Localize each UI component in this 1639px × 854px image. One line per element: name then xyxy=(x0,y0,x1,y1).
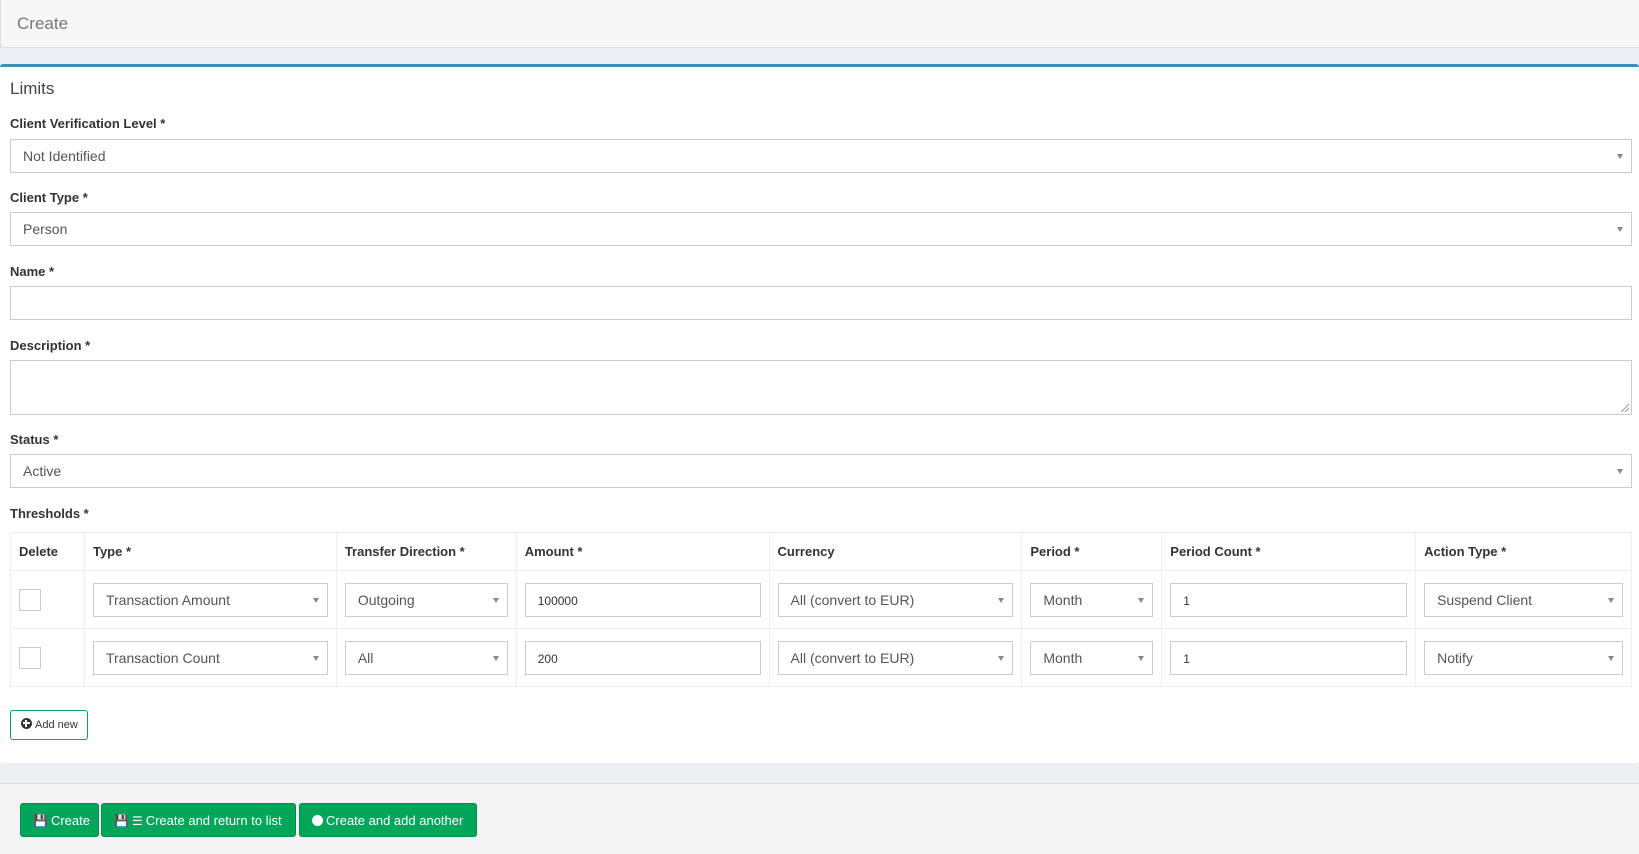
col-period: Period * xyxy=(1021,532,1163,571)
description-textarea[interactable] xyxy=(10,360,1632,415)
save-icon: 💾 xyxy=(33,814,48,828)
list-icon: ☰ xyxy=(131,814,143,828)
button-label: Create and add another xyxy=(326,813,464,828)
caret-down-icon xyxy=(1617,469,1623,474)
create-button[interactable]: 💾 Create xyxy=(20,803,99,837)
caret-down-icon xyxy=(1617,227,1623,232)
resize-handle-icon[interactable] xyxy=(1621,404,1629,412)
select-value: Outgoing xyxy=(357,591,415,608)
period-count-input[interactable]: 1 xyxy=(1170,640,1408,675)
period-select[interactable]: Month xyxy=(1030,640,1154,675)
thresholds-table: Delete Type * Transfer Direction * Amoun… xyxy=(10,532,1632,687)
select-value: Month xyxy=(1043,591,1083,608)
description-label: Description * xyxy=(10,338,91,353)
verification-level-label: Client Verification Level * xyxy=(10,116,166,131)
client-type-select[interactable]: Person xyxy=(10,212,1632,246)
name-label: Name * xyxy=(10,264,55,279)
select-value: Suspend Client xyxy=(1437,591,1533,608)
col-type: Type * xyxy=(83,532,337,571)
col-currency: Currency xyxy=(768,532,1023,571)
select-value: Person xyxy=(23,221,68,237)
currency-select[interactable]: All (convert to EUR) xyxy=(777,640,1014,675)
delete-checkbox[interactable] xyxy=(19,588,41,611)
select-value: All (convert to EUR) xyxy=(790,649,915,666)
verification-level-select[interactable]: Not Identified xyxy=(10,139,1632,173)
action-type-select[interactable]: Suspend Client xyxy=(1424,582,1623,617)
period-count-input[interactable]: 1 xyxy=(1170,582,1408,617)
status-select[interactable]: Active xyxy=(10,454,1632,488)
plus-circle-icon xyxy=(312,815,323,826)
form-actions: 💾 Create 💾 ☰ Create and return to list Crea… xyxy=(0,783,1639,854)
caret-down-icon xyxy=(998,655,1005,661)
select-value: Transaction Amount xyxy=(105,591,230,608)
table-row: Transaction Amount Outgoing 100000 All (… xyxy=(10,570,1632,629)
name-input[interactable] xyxy=(10,286,1632,320)
col-action-type: Action Type * xyxy=(1415,532,1632,571)
create-return-button[interactable]: 💾 ☰ Create and return to list xyxy=(101,803,296,837)
status-label: Status * xyxy=(10,432,59,447)
button-label: Add new xyxy=(35,719,78,731)
select-value: Active xyxy=(23,463,62,479)
select-value: Month xyxy=(1043,649,1083,666)
caret-down-icon xyxy=(1608,597,1614,603)
col-period-count: Period Count * xyxy=(1161,532,1417,571)
button-label: Create xyxy=(50,813,90,828)
thresholds-label: Thresholds * xyxy=(10,506,89,521)
page-title: Create xyxy=(17,14,69,33)
caret-down-icon xyxy=(492,655,499,661)
col-amount: Amount * xyxy=(515,532,770,571)
create-add-another-button[interactable]: Create and add another xyxy=(299,803,477,837)
delete-checkbox[interactable] xyxy=(19,646,41,669)
table-row: Transaction Count All 200 All (convert t… xyxy=(10,628,1632,687)
save-icon: 💾 xyxy=(114,814,129,828)
plus-circle-icon xyxy=(21,718,32,729)
type-select[interactable]: Transaction Amount xyxy=(92,582,328,617)
direction-select[interactable]: Outgoing xyxy=(344,582,508,617)
currency-select[interactable]: All (convert to EUR) xyxy=(777,582,1014,617)
caret-down-icon xyxy=(1138,655,1145,661)
type-select[interactable]: Transaction Count xyxy=(92,640,328,675)
select-value: All (convert to EUR) xyxy=(790,591,915,608)
amount-input[interactable]: 100000 xyxy=(524,582,761,617)
caret-down-icon xyxy=(998,597,1005,603)
action-type-select[interactable]: Notify xyxy=(1424,640,1623,675)
select-value: Notify xyxy=(1437,649,1473,666)
caret-down-icon xyxy=(492,597,499,603)
period-select[interactable]: Month xyxy=(1030,582,1154,617)
caret-down-icon xyxy=(312,597,319,603)
page-header: Create xyxy=(0,0,1639,48)
direction-select[interactable]: All xyxy=(344,640,508,675)
select-value: Transaction Count xyxy=(105,649,220,666)
add-new-button[interactable]: Add new xyxy=(10,710,88,740)
button-label: Create and return to list xyxy=(145,813,282,828)
box-title: Limits xyxy=(10,79,55,98)
caret-down-icon xyxy=(1608,655,1614,661)
col-delete: Delete xyxy=(10,532,85,571)
table-header-row: Delete Type * Transfer Direction * Amoun… xyxy=(10,532,1632,571)
caret-down-icon xyxy=(1138,597,1145,603)
client-type-label: Client Type * xyxy=(10,190,88,205)
limits-form-box: Limits Client Verification Level * Not I… xyxy=(0,64,1639,763)
col-direction: Transfer Direction * xyxy=(335,532,517,571)
amount-input[interactable]: 200 xyxy=(524,640,761,675)
caret-down-icon xyxy=(1617,154,1623,159)
caret-down-icon xyxy=(312,655,319,661)
select-value: All xyxy=(357,649,374,666)
select-value: Not Identified xyxy=(23,148,106,164)
